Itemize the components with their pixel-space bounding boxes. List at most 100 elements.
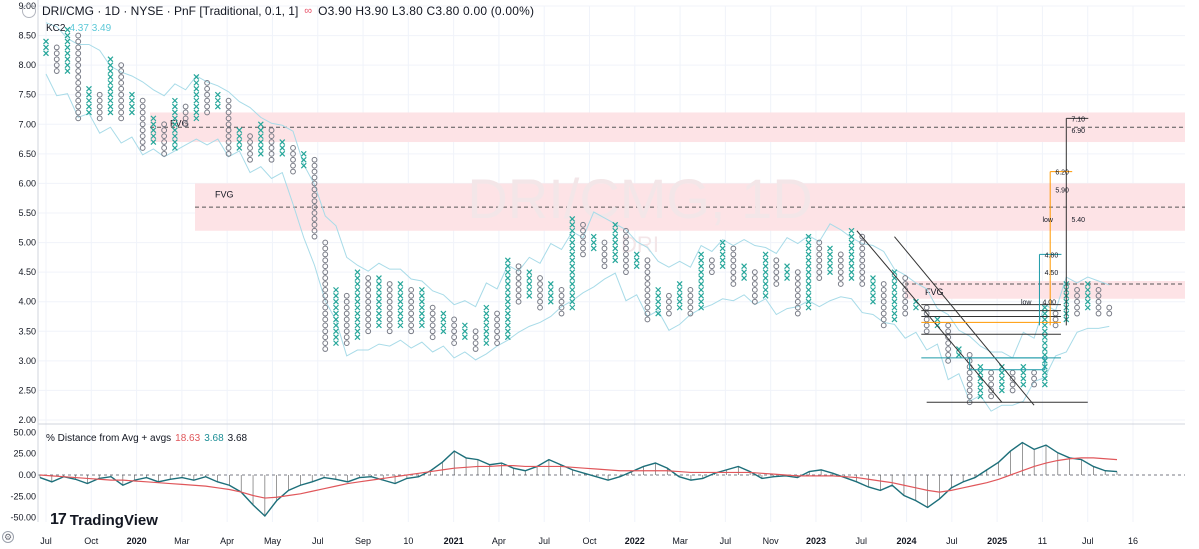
pnf-x-mark [376, 304, 382, 311]
pnf-o-mark [601, 257, 608, 264]
pnf-x-stroke [848, 227, 855, 234]
pnf-o-mark [139, 139, 146, 145]
pnf-x-stroke [913, 304, 919, 311]
pnf-x-mark [848, 257, 855, 264]
pnf-x-stroke [504, 269, 511, 276]
pnf-x-mark [418, 298, 425, 305]
pnf-x-mark [1041, 316, 1048, 323]
pnf-x-mark [376, 292, 382, 299]
pnf-o-mark [161, 150, 168, 157]
oscillator-legend[interactable]: % Distance from Avg + avgs 18.63 3.68 3.68 [46, 433, 247, 444]
pnf-x-mark [86, 109, 92, 116]
pnf-o-mark [343, 304, 350, 311]
pnf-o-mark [472, 340, 479, 347]
pnf-o-mark [322, 310, 329, 317]
pnf-o-mark [451, 316, 458, 323]
pnf-x-mark [279, 139, 286, 145]
pnf-o-mark [880, 292, 887, 299]
pnf-o-mark [1052, 310, 1059, 317]
pnf-x-mark [150, 139, 157, 145]
target-label: 4.50 [1045, 270, 1059, 277]
pnf-x-mark [418, 316, 425, 323]
pnf-x-stroke [569, 275, 576, 281]
oscillator-pane[interactable] [38, 441, 1185, 518]
pnf-x-stroke [977, 375, 984, 382]
pnf-x-mark [719, 239, 726, 246]
consolidation-box [969, 357, 1046, 371]
pnf-x-stroke [741, 269, 748, 276]
pnf-x-mark [870, 298, 876, 305]
pnf-x-stroke [891, 275, 898, 281]
pnf-x-mark [698, 304, 705, 311]
time-tick-label: Nov [763, 536, 780, 546]
pnf-o-mark [794, 275, 801, 281]
pnf-x-mark [333, 334, 339, 341]
time-tick-label: Sep [355, 536, 371, 546]
settings-icon[interactable]: ⚙ [2, 531, 14, 543]
pnf-x-stroke [827, 245, 833, 252]
pnf-x-stroke [397, 310, 404, 317]
pnf-o-mark [966, 387, 973, 394]
pnf-x-stroke [827, 257, 833, 264]
symbol-title[interactable]: DRI/CMG · 1D · NYSE · PnF [Traditional, … [42, 4, 299, 18]
pnf-x-mark [698, 281, 705, 287]
pnf-x-stroke [998, 375, 1005, 382]
pnf-x-stroke [257, 139, 264, 145]
pnf-x-mark [569, 221, 576, 228]
pnf-x-mark [483, 316, 490, 323]
pnf-x-stroke [569, 221, 576, 228]
pnf-o-mark [515, 281, 522, 287]
pnf-x-mark [526, 275, 533, 281]
time-tick-label: Oct [582, 536, 597, 546]
pnf-x-mark [354, 281, 361, 287]
pnf-o-mark [601, 251, 608, 258]
pnf-x-mark [150, 127, 157, 134]
kc-label: KC2 [46, 23, 66, 34]
pnf-o-mark [408, 286, 415, 293]
pnf-x-stroke [333, 316, 339, 323]
pnf-x-stroke [590, 245, 597, 252]
pnf-o-mark [794, 269, 801, 276]
pnf-x-mark [1041, 310, 1048, 317]
pnf-x-stroke [784, 269, 790, 276]
pnf-x-mark [805, 251, 812, 258]
pnf-x-stroke [64, 44, 71, 51]
pnf-o-mark [494, 310, 500, 317]
pnf-o-mark [75, 62, 82, 69]
pnf-o-mark [343, 310, 350, 317]
pnf-x-stroke [848, 245, 855, 252]
pnf-x-stroke [333, 328, 339, 335]
pnf-o-mark [139, 115, 146, 122]
pnf-x-stroke [547, 286, 554, 293]
pnf-x-stroke [805, 251, 812, 258]
tradingview-logo-icon: 17 [50, 511, 67, 528]
target-label: 5.90 [1055, 187, 1069, 194]
pnf-x-mark [698, 275, 705, 281]
pnf-o-mark [322, 340, 329, 347]
pnf-x-stroke [354, 304, 361, 311]
oscillator-tick-label: 50.00 [13, 427, 36, 437]
kc-legend[interactable]: KC2 4.37 3.49 [46, 23, 111, 34]
target-label: low [1021, 300, 1032, 307]
pnf-o-mark [472, 346, 479, 352]
kc-upper-line [45, 22, 1110, 359]
pnf-x-mark [891, 298, 898, 305]
pnf-x-mark [698, 251, 705, 258]
pnf-x-stroke [504, 334, 511, 341]
pnf-x-mark [193, 115, 200, 122]
pnf-o-mark [494, 334, 500, 341]
pnf-o-mark [225, 115, 232, 122]
pnf-o-mark [558, 310, 565, 317]
pnf-x-stroke [1041, 316, 1048, 323]
pnf-o-mark [408, 298, 415, 305]
pnf-x-mark [1041, 328, 1048, 335]
pnf-x-stroke [805, 281, 812, 287]
pnf-x-stroke [569, 215, 576, 222]
pnf-x-mark [376, 298, 382, 305]
pnf-o-mark [644, 310, 651, 317]
pnf-x-stroke [504, 304, 511, 311]
pnf-o-mark [1074, 298, 1080, 305]
pnf-x-stroke [1084, 298, 1091, 305]
